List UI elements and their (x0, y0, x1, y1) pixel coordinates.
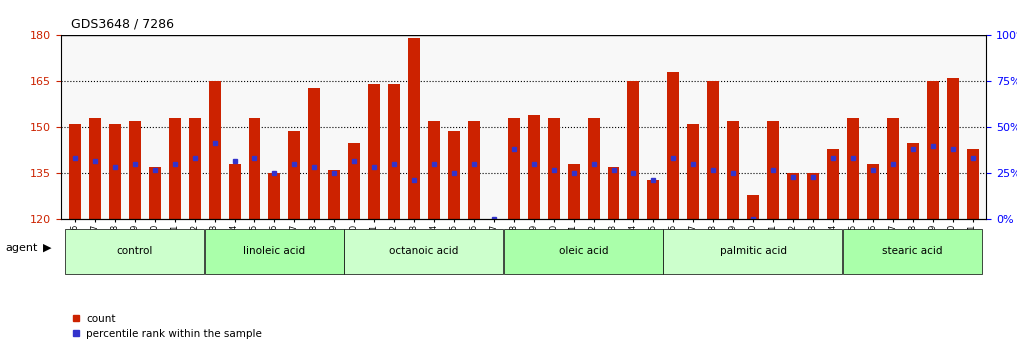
Bar (308, 87, 320, 219)
Bar (507, 118, 520, 219)
FancyBboxPatch shape (663, 229, 842, 274)
Text: linoleic acid: linoleic acid (243, 246, 305, 256)
Text: agent: agent (5, 243, 38, 253)
Bar (368, 85, 380, 219)
Bar (866, 164, 879, 219)
Legend: count, percentile rank within the sample: count, percentile rank within the sample (66, 310, 266, 343)
Bar (248, 118, 260, 219)
Bar (707, 81, 719, 219)
Text: ▶: ▶ (43, 243, 51, 253)
Bar (208, 81, 221, 219)
Text: control: control (117, 246, 153, 256)
Bar (588, 118, 600, 219)
Bar (667, 72, 679, 219)
Bar (548, 118, 559, 219)
Bar (747, 195, 759, 219)
FancyBboxPatch shape (503, 229, 663, 274)
Bar (189, 118, 200, 219)
Text: oleic acid: oleic acid (558, 246, 608, 256)
FancyBboxPatch shape (843, 229, 982, 274)
Bar (767, 121, 779, 219)
Bar (907, 143, 918, 219)
Bar (129, 121, 140, 219)
Bar (388, 85, 400, 219)
Bar (887, 118, 899, 219)
FancyBboxPatch shape (204, 229, 344, 274)
Bar (627, 81, 640, 219)
Text: palmitic acid: palmitic acid (720, 246, 786, 256)
Bar (88, 118, 101, 219)
Bar (109, 124, 121, 219)
Bar (328, 170, 341, 219)
Bar (69, 124, 81, 219)
Bar (408, 39, 420, 219)
Bar (926, 81, 939, 219)
Bar (268, 173, 281, 219)
Bar (947, 78, 959, 219)
Bar (348, 143, 360, 219)
Bar (727, 121, 739, 219)
Bar (607, 167, 619, 219)
Text: stearic acid: stearic acid (883, 246, 943, 256)
Bar (687, 124, 700, 219)
Bar (289, 131, 300, 219)
Bar (787, 173, 799, 219)
Text: octanoic acid: octanoic acid (390, 246, 459, 256)
FancyBboxPatch shape (65, 229, 204, 274)
Bar (468, 121, 480, 219)
Bar (966, 149, 978, 219)
Bar (806, 173, 819, 219)
Bar (847, 118, 858, 219)
Bar (447, 131, 460, 219)
Bar (567, 164, 580, 219)
Bar (148, 167, 161, 219)
Bar (528, 115, 540, 219)
Bar (229, 164, 241, 219)
Bar (827, 149, 839, 219)
Bar (169, 118, 181, 219)
Text: GDS3648 / 7286: GDS3648 / 7286 (71, 18, 174, 31)
FancyBboxPatch shape (344, 229, 503, 274)
Bar (428, 121, 440, 219)
Bar (648, 179, 659, 219)
